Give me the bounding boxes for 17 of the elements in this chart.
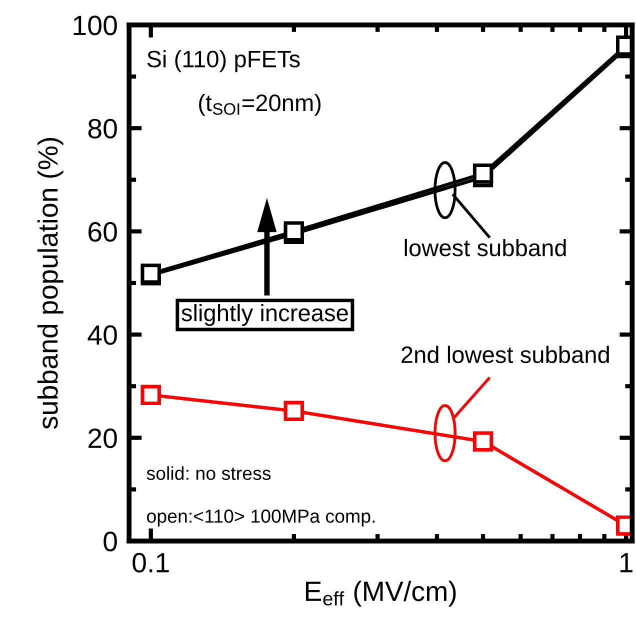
annotation: open:<110> 100MPa comp. <box>147 510 375 527</box>
x-axis-title: E$_{eff}$ (MV/cm) <box>306 580 456 607</box>
annotation: lowest subband <box>404 238 566 256</box>
x-tick-label: 1 <box>620 553 632 572</box>
y-tick-label: 40 <box>88 325 117 345</box>
y-axis-title: subband population (%) <box>37 138 64 429</box>
y-tick-label: 80 <box>88 118 117 139</box>
y-tick-label: 20 <box>88 428 117 448</box>
annotation: Si (110) pFETs <box>147 50 300 72</box>
y-tick-label: 0 <box>104 532 117 552</box>
y-tick-label: 60 <box>88 222 117 242</box>
x-tick-label: 0.1 <box>132 552 169 573</box>
annotation: (t$_{SOI}$=20nm) <box>199 94 321 116</box>
annotation: solid: no stress <box>146 466 271 480</box>
annotation: slightly increase <box>182 304 348 326</box>
y-tick-label: 100 <box>74 16 117 36</box>
annotation: 2nd lowest subband <box>402 346 609 364</box>
